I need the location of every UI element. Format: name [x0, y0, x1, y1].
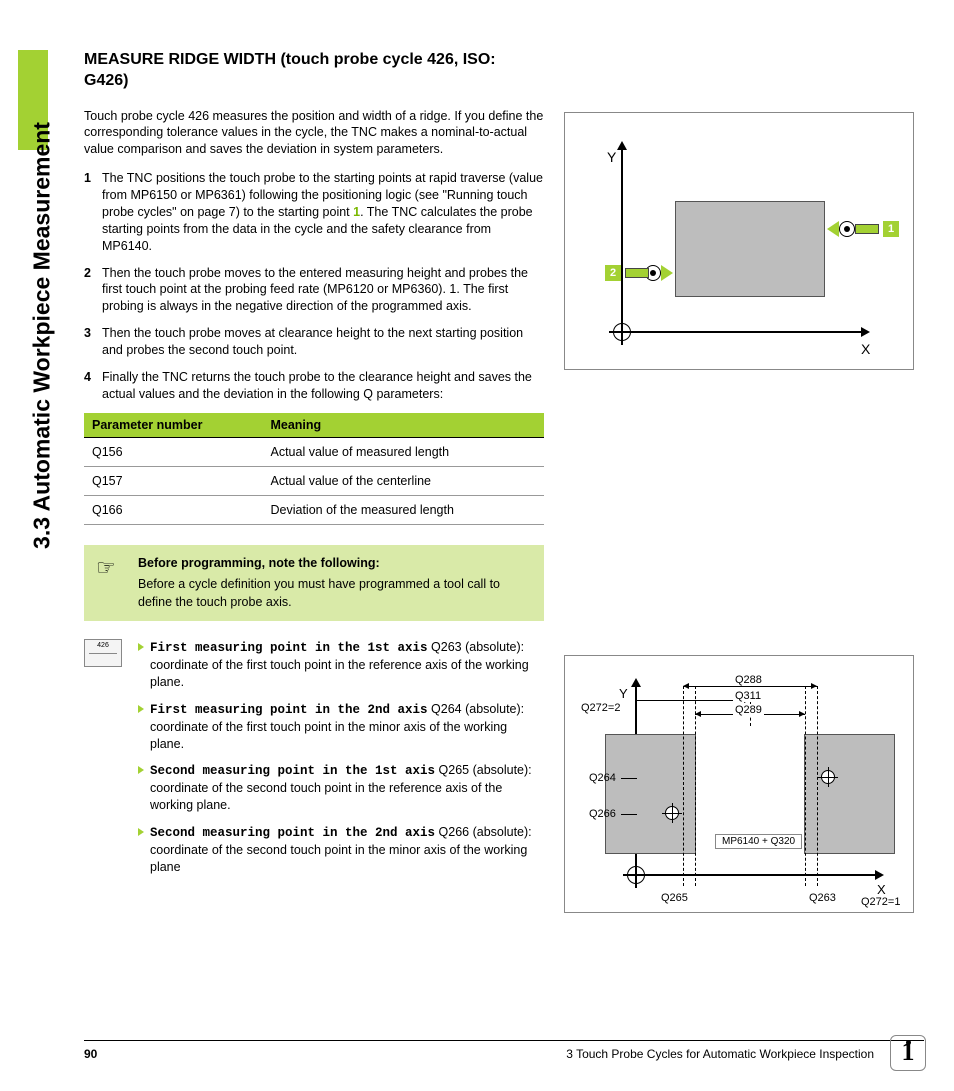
step-1: 1 The TNC positions the touch probe to t…: [84, 170, 544, 254]
dim-line: [621, 814, 637, 815]
page-number: 90: [84, 1047, 97, 1061]
dim-arrow: [695, 711, 701, 717]
touch-point-2: [665, 806, 679, 820]
dim-arrow: [799, 711, 805, 717]
step-number: 3: [84, 325, 102, 359]
y-axis: [621, 149, 623, 333]
param-block: 426 First measuring point in the 1st axi…: [84, 639, 544, 886]
y-label: Y: [619, 686, 628, 701]
step-3: 3 Then the touch probe moves at clearanc…: [84, 325, 544, 359]
dash-line: [683, 686, 684, 886]
y-axis-arrow: [631, 678, 641, 687]
parameter-table: Parameter number Meaning Q156Actual valu…: [84, 413, 544, 525]
dash-line: [805, 686, 806, 886]
cell: Q157: [84, 466, 262, 495]
green-arrow-1: [855, 224, 879, 234]
step-number: 2: [84, 265, 102, 316]
label-q272y: Q272=2: [581, 702, 620, 714]
y-axis-arrow: [617, 141, 627, 150]
x-axis: [621, 331, 861, 333]
label-q288: Q288: [733, 674, 764, 686]
diagram-1: Y X 1 2: [564, 112, 914, 370]
label-q263: Q263: [809, 892, 836, 904]
step-text: Then the touch probe moves to the entere…: [102, 265, 544, 316]
param-item: Second measuring point in the 2nd axis Q…: [138, 824, 544, 876]
cell: Q166: [84, 495, 262, 524]
green-arrow-2-head: [661, 265, 673, 281]
label-q272x: Q272=1: [861, 896, 900, 908]
param-q: Q264: [428, 702, 466, 716]
cell: Actual value of measured length: [262, 437, 544, 466]
origin-icon: [613, 323, 631, 341]
param-q: Q263: [428, 640, 466, 654]
dim-arrow: [683, 683, 689, 689]
dim-line: [621, 778, 637, 779]
param-q: Q266: [435, 825, 473, 839]
label-q311: Q311: [733, 690, 763, 702]
param-label: First measuring point in the 2nd axis: [150, 703, 428, 717]
step-4: 4 Finally the TNC returns the touch prob…: [84, 369, 544, 403]
badge-1: 1: [883, 221, 899, 237]
info-icon: 1: [890, 1035, 926, 1071]
param-items: First measuring point in the 1st axis Q2…: [138, 639, 544, 886]
dim-arrow: [811, 683, 817, 689]
page-title: MEASURE RIDGE WIDTH (touch probe cycle 4…: [84, 50, 544, 92]
side-tab: 3.3 Automatic Workpiece Measurement: [18, 50, 48, 578]
note-title: Before programming, note the following:: [138, 555, 530, 573]
param-label: Second measuring point in the 2nd axis: [150, 826, 435, 840]
label-q265: Q265: [661, 892, 688, 904]
x-axis: [635, 874, 875, 876]
note-box: ☞ Before programming, note the following…: [84, 545, 544, 622]
label-q264: Q264: [589, 772, 616, 784]
x-label: X: [861, 341, 870, 357]
param-label: Second measuring point in the 1st axis: [150, 764, 435, 778]
intro-text: Touch probe cycle 426 measures the posit…: [84, 108, 544, 159]
label-q266: Q266: [589, 808, 616, 820]
step-text: Finally the TNC returns the touch probe …: [102, 369, 544, 403]
x-axis-arrow: [875, 870, 884, 880]
side-heading: 3.3 Automatic Workpiece Measurement: [29, 66, 56, 606]
footer-chapter: 3 Touch Probe Cycles for Automatic Workp…: [566, 1047, 874, 1061]
param-q: Q265: [435, 763, 473, 777]
ridge-rect: [675, 201, 825, 297]
th-meaning: Meaning: [262, 413, 544, 438]
main-content: MEASURE RIDGE WIDTH (touch probe cycle 4…: [84, 50, 544, 886]
diagram-2: Y X Q288 Q311 Q289 Q272=2 Q264 Q266 MP61…: [564, 655, 914, 913]
step-number: 1: [84, 170, 102, 254]
table-row: Q166Deviation of the measured length: [84, 495, 544, 524]
dim-line: [683, 686, 817, 687]
label-mp: MP6140 + Q320: [715, 834, 802, 849]
x-axis-arrow: [861, 327, 870, 337]
param-item: Second measuring point in the 1st axis Q…: [138, 762, 544, 814]
step-number: 4: [84, 369, 102, 403]
probe-point-1: [839, 221, 855, 237]
badge-2: 2: [605, 265, 621, 281]
cell: Q156: [84, 437, 262, 466]
y-label: Y: [607, 149, 616, 165]
green-arrow-2: [625, 268, 649, 278]
cycle-icon: 426: [84, 639, 122, 667]
param-item: First measuring point in the 2nd axis Q2…: [138, 701, 544, 753]
step-text: Then the touch probe moves at clearance …: [102, 325, 544, 359]
table-row: Q157Actual value of the centerline: [84, 466, 544, 495]
param-item: First measuring point in the 1st axis Q2…: [138, 639, 544, 691]
param-label: First measuring point in the 1st axis: [150, 641, 428, 655]
cell: Deviation of the measured length: [262, 495, 544, 524]
dash-line: [817, 686, 818, 886]
hand-icon: ☞: [96, 553, 126, 577]
label-q289: Q289: [733, 704, 764, 716]
note-body: Before a cycle definition you must have …: [138, 576, 530, 611]
x-label: X: [877, 882, 886, 897]
step-list: 1 The TNC positions the touch probe to t…: [84, 170, 544, 403]
cycle-icon-text: 426: [97, 642, 109, 649]
step-text: The TNC positions the touch probe to the…: [102, 170, 544, 254]
green-arrow-1-head: [827, 221, 839, 237]
touch-point-1: [821, 770, 835, 784]
cell: Actual value of the centerline: [262, 466, 544, 495]
origin-icon: [627, 866, 645, 884]
table-row: Q156Actual value of measured length: [84, 437, 544, 466]
th-param-number: Parameter number: [84, 413, 262, 438]
footer: 90 3 Touch Probe Cycles for Automatic Wo…: [84, 1040, 924, 1061]
step-2: 2 Then the touch probe moves to the ente…: [84, 265, 544, 316]
